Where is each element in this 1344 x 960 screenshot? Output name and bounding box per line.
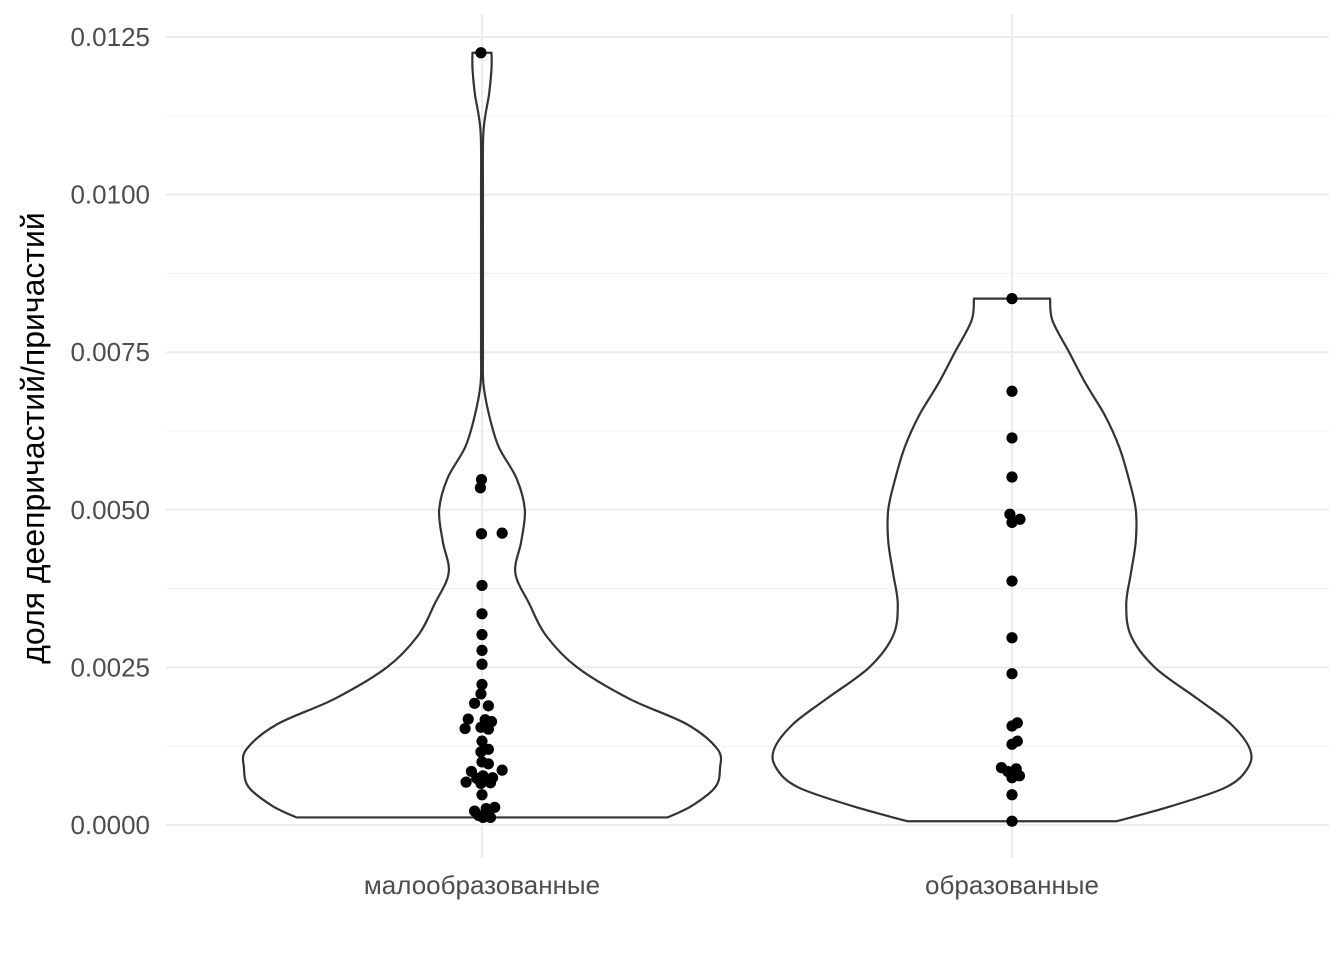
data-point [476,735,488,747]
data-point [1006,720,1018,732]
data-point [480,803,492,815]
data-point [474,482,487,494]
data-point [476,678,488,691]
data-point [1013,770,1026,782]
data-point [475,47,487,59]
violins [241,51,1253,823]
data-point [468,697,481,709]
data-point [1014,513,1026,525]
y-tick-label: 0.0000 [70,810,150,840]
data-points [459,47,1026,827]
y-tick-label: 0.0075 [70,337,150,367]
y-tick-label: 0.0025 [70,652,150,682]
data-point [482,758,494,770]
y-tick-label: 0.0100 [70,180,150,210]
y-tick-label: 0.0050 [70,495,150,525]
data-point [475,528,488,540]
data-point [1006,385,1018,397]
data-point [475,721,487,733]
data-point [475,777,487,789]
x-tick-label: малообразованные [364,870,600,900]
x-axis-tick-labels: малообразованные образованные [364,870,1099,900]
data-point [1006,738,1018,750]
data-point [1006,471,1018,483]
data-point [489,801,501,813]
y-axis-title: доля деепричастий/причастий [15,212,51,664]
data-point [1006,293,1018,305]
data-point [460,776,472,788]
data-point [476,608,488,620]
data-point [484,777,497,789]
data-point [475,688,487,700]
grid-lines [166,14,1329,858]
data-point [476,789,488,801]
data-point [496,527,508,539]
data-point [459,722,471,735]
data-point [1006,789,1018,801]
data-point [476,644,488,656]
data-point [482,743,494,755]
violin-1 [241,51,723,819]
x-tick-label: образованные [925,870,1099,900]
data-point [484,811,497,824]
data-point [476,629,488,641]
data-point [1006,815,1018,827]
data-point [476,579,488,592]
data-point [475,473,488,486]
data-point [1006,668,1018,680]
data-point [482,700,494,712]
y-axis-tick-labels: 0.0000 0.0025 0.0050 0.0075 0.0100 0.0125 [70,22,150,840]
data-point [476,658,488,670]
data-point [462,713,474,725]
data-point [1006,575,1018,587]
data-point [1006,632,1018,644]
data-point [1006,432,1018,444]
y-tick-label: 0.0125 [70,22,150,52]
violin-2 [771,297,1253,823]
data-point [496,764,508,776]
